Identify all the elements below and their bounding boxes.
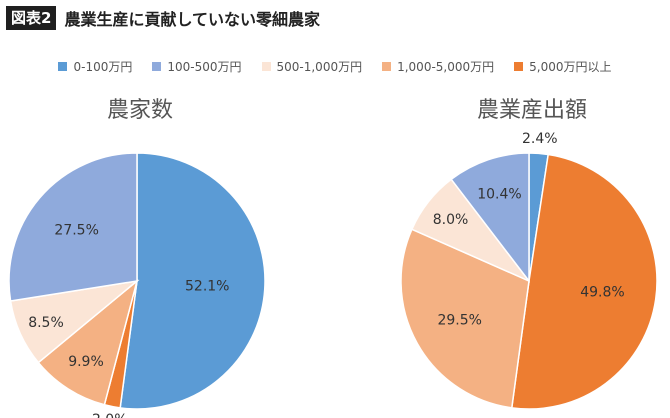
legend-item-1: 100-500万円	[152, 58, 242, 75]
pie0-slice-1	[8, 152, 138, 302]
pie0-label-0: 52.1%	[185, 279, 229, 295]
legend-item-2: 500-1,000万円	[261, 58, 363, 75]
pie1-slice-4	[510, 153, 658, 410]
legend-swatch-1	[152, 62, 162, 71]
legend-swatch-4	[514, 62, 524, 71]
pie0-slice-3	[37, 278, 139, 406]
pie-chart-farms: 52.1% 2.0% 9.9% 8.5% 27.5%	[8, 152, 266, 418]
pie0-label-3: 9.9%	[68, 354, 104, 370]
legend: 0-100万円 100-500万円 500-1,000万円 1,000-5,00…	[0, 58, 670, 75]
figure-badge: 図表2	[6, 6, 57, 30]
legend-swatch-2	[261, 62, 271, 71]
legend-label-4: 5,000万円以上	[529, 60, 612, 74]
legend-swatch-0	[58, 62, 68, 71]
legend-label-2: 500-1,000万円	[276, 60, 363, 74]
pie1-label-1: 10.4%	[477, 187, 521, 203]
legend-item-0: 0-100万円	[58, 58, 132, 75]
pie-title-output: 農業産出額	[476, 98, 587, 123]
legend-label-0: 0-100万円	[73, 60, 133, 74]
pie-title-farms: 農家数	[106, 98, 173, 123]
pie1-slice-1	[450, 152, 530, 284]
legend-item-4: 5,000万円以上	[514, 58, 612, 75]
pie0-label-4: 2.0%	[92, 412, 128, 418]
pie0-label-2: 8.5%	[28, 315, 64, 331]
pie1-slice-3	[400, 228, 530, 409]
legend-label-3: 1,000-5,000万円	[397, 60, 495, 74]
pie1-label-3: 29.5%	[437, 313, 481, 329]
legend-swatch-3	[382, 62, 392, 71]
pie0-slice-0	[119, 152, 266, 410]
pie1-label-0: 2.4%	[522, 131, 558, 147]
legend-item-3: 1,000-5,000万円	[382, 58, 494, 75]
pie1-label-2: 8.0%	[433, 212, 469, 228]
pie-chart-output: 2.4% 49.8% 29.5% 8.0% 10.4%	[400, 131, 658, 410]
legend-label-1: 100-500万円	[167, 60, 242, 74]
figure-title: 農業生産に貢献していない零細農家	[64, 10, 320, 29]
pie1-label-4: 49.8%	[580, 285, 624, 301]
figure-header: 図表2 農業生産に貢献していない零細農家	[6, 6, 320, 30]
pie0-label-1: 27.5%	[54, 222, 98, 238]
